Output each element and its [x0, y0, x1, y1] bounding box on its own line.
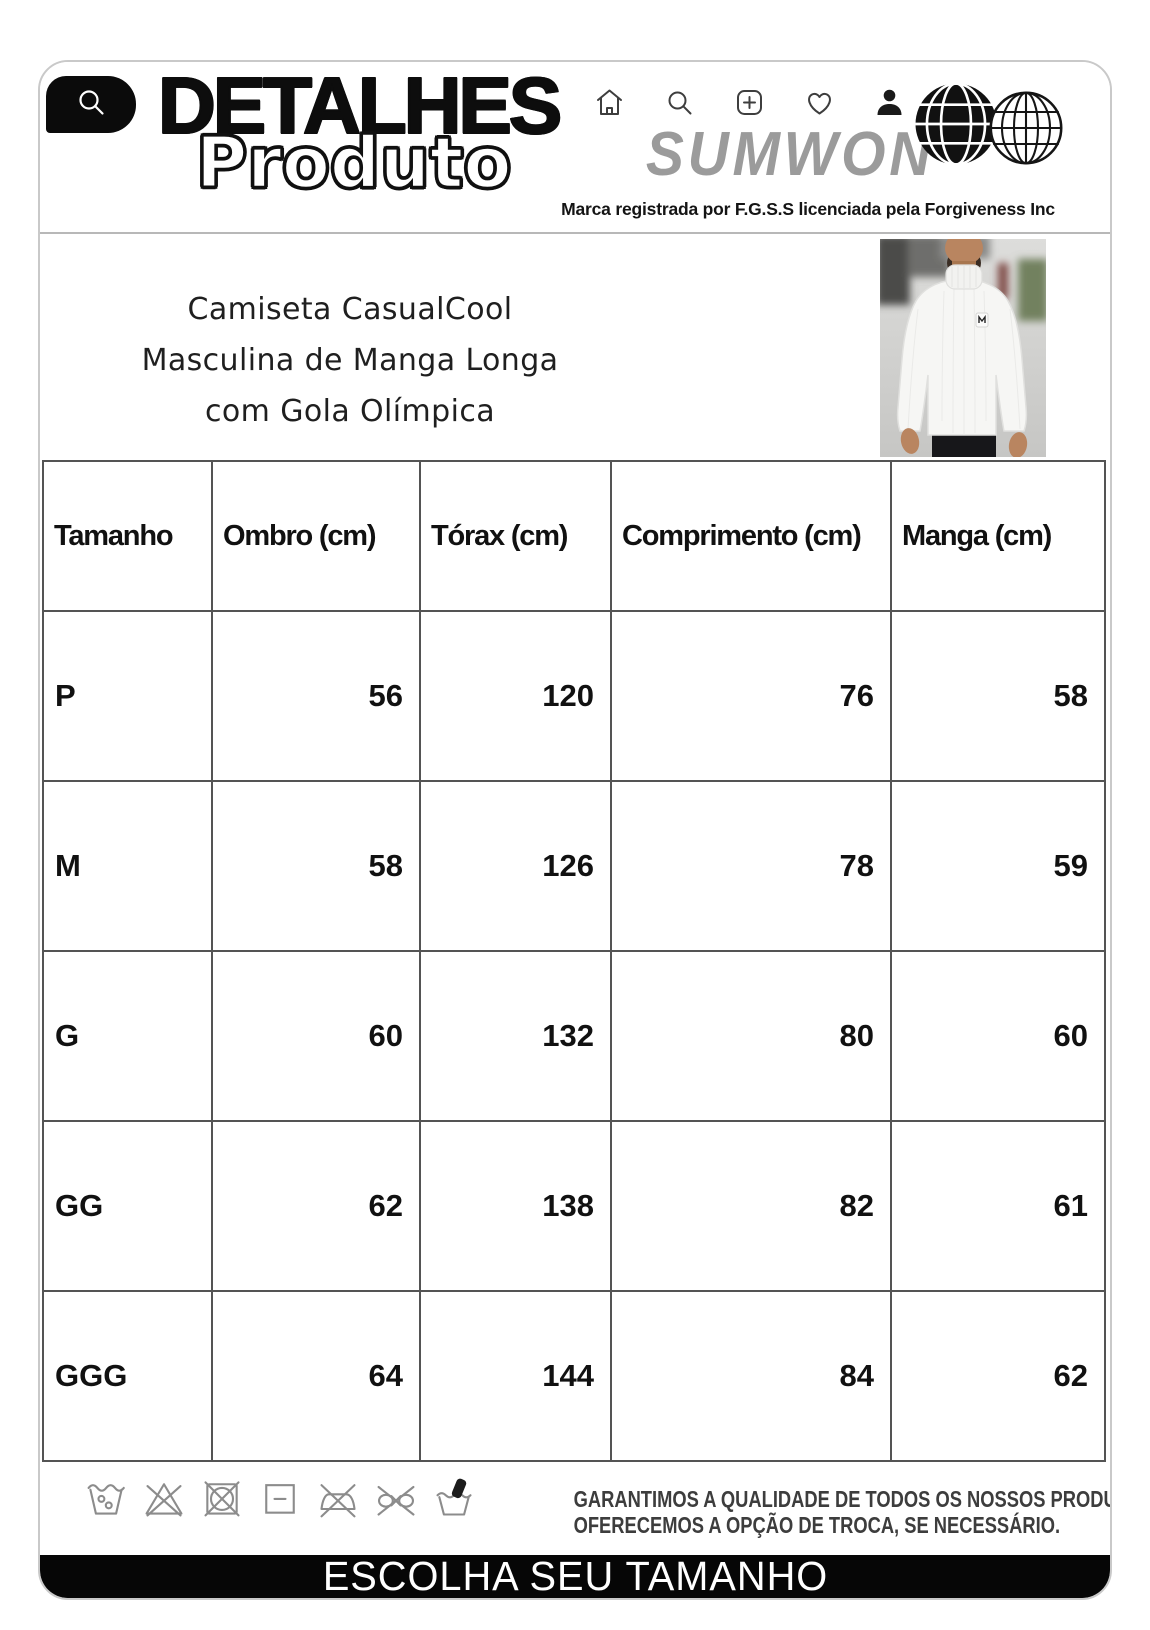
product-title-line: Masculina de Manga Longa	[141, 343, 559, 378]
product-title-line: com Gola Olímpica	[204, 394, 496, 429]
dry-flat-icon	[258, 1476, 302, 1520]
table-cell: 60	[213, 952, 419, 1120]
size-table: Tamanho Ombro (cm) Tórax (cm) Compriment…	[42, 460, 1106, 1462]
table-cell: 76	[612, 612, 890, 780]
size-label: M	[44, 782, 211, 950]
column-header: Tamanho	[44, 462, 211, 610]
column-header: Comprimento (cm)	[612, 462, 890, 610]
table-cell: 138	[421, 1122, 610, 1290]
user-icon[interactable]	[873, 86, 906, 119]
table-cell: 144	[421, 1292, 610, 1460]
table-cell: 56	[213, 612, 419, 780]
column-header: Manga (cm)	[892, 462, 1104, 610]
nav-icons	[593, 86, 906, 119]
table-cell: 78	[612, 782, 890, 950]
table-cell: 132	[421, 952, 610, 1120]
size-label: GG	[44, 1122, 211, 1290]
table-cell: 62	[213, 1122, 419, 1290]
table-cell: 120	[421, 612, 610, 780]
guarantee-line: OFERECEMOS A OPÇÃO DE TROCA, SE NECESSÁR…	[573, 1512, 1061, 1538]
trademark-note: Marca registrada por F.G.S.S licenciada …	[561, 199, 1055, 219]
table-cell: 62	[892, 1292, 1104, 1460]
page-title-primary: DETALHES	[157, 61, 563, 150]
guarantee-text: GARANTIMOS A QUALIDADE DE TODOS OS NOSSO…	[573, 1486, 1112, 1538]
table-cell: 126	[421, 782, 610, 950]
do-not-tumble-dry-icon	[200, 1476, 244, 1520]
add-icon[interactable]	[733, 86, 766, 119]
product-title: Camiseta CasualCool Masculina de Manga L…	[70, 284, 630, 437]
header: DETALHES Produto	[40, 62, 1110, 234]
care-icons	[84, 1476, 476, 1520]
search-button[interactable]	[46, 76, 136, 133]
globe-outline-icon	[986, 88, 1066, 173]
table-cell: 59	[892, 782, 1104, 950]
hand-wash-icon	[432, 1476, 476, 1520]
table-cell: 84	[612, 1292, 890, 1460]
size-label: P	[44, 612, 211, 780]
do-not-iron-icon	[316, 1476, 360, 1520]
size-label: GGG	[44, 1292, 211, 1460]
brand-name: SUMWON	[645, 120, 935, 189]
search-icon	[74, 85, 108, 124]
size-label: G	[44, 952, 211, 1120]
table-cell: 58	[892, 612, 1104, 780]
heart-icon[interactable]	[803, 86, 836, 119]
page-title-secondary: Produto	[195, 122, 513, 204]
product-detail-card: DETALHES Produto	[38, 60, 1112, 1600]
table-cell: 60	[892, 952, 1104, 1120]
choose-size-bar[interactable]: ESCOLHA SEU TAMANHO	[40, 1555, 1110, 1598]
product-photo	[876, 231, 1048, 458]
table-cell: 82	[612, 1122, 890, 1290]
table-cell: 64	[213, 1292, 419, 1460]
search-icon[interactable]	[663, 86, 696, 119]
choose-size-label: ESCOLHA SEU TAMANHO	[322, 1553, 828, 1599]
globe-filled-icon	[912, 80, 1000, 173]
table-cell: 61	[892, 1122, 1104, 1290]
do-not-bleach-icon	[142, 1476, 186, 1520]
machine-wash-icon	[84, 1476, 128, 1520]
home-icon[interactable]	[593, 86, 626, 119]
do-not-wring-icon	[374, 1476, 418, 1520]
product-title-line: Camiseta CasualCool	[187, 292, 513, 327]
guarantee-line: GARANTIMOS A QUALIDADE DE TODOS OS NOSSO…	[573, 1486, 1112, 1512]
table-cell: 80	[612, 952, 890, 1120]
column-header: Ombro (cm)	[213, 462, 419, 610]
table-cell: 58	[213, 782, 419, 950]
column-header: Tórax (cm)	[421, 462, 610, 610]
